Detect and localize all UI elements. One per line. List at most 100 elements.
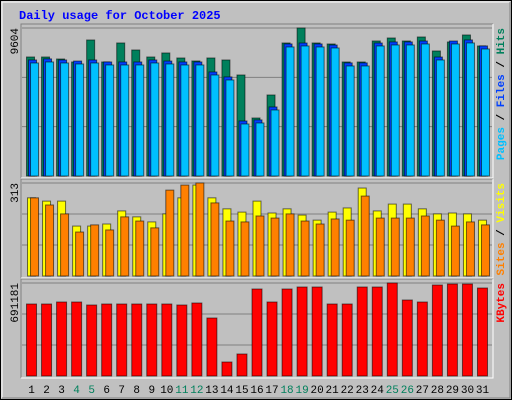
bar — [240, 221, 250, 277]
bar — [195, 64, 205, 177]
x-tick-label: 8 — [133, 385, 140, 397]
bar — [236, 353, 248, 377]
bar — [450, 225, 460, 277]
legend-entry: Hits — [496, 28, 508, 54]
plot-bevel — [20, 23, 493, 178]
bar — [45, 204, 55, 277]
bar — [161, 303, 173, 377]
bar — [225, 79, 235, 177]
x-tick-label: 29 — [446, 385, 459, 397]
bar — [146, 303, 158, 377]
bar — [371, 286, 383, 377]
bar — [311, 286, 323, 377]
plot-bevel — [20, 178, 493, 278]
bar — [300, 220, 310, 277]
x-tick-label: 13 — [205, 385, 218, 397]
legend: KBytes — [496, 283, 508, 323]
bar — [416, 301, 428, 377]
x-tick-label: 15 — [235, 385, 248, 397]
x-tick-label: 22 — [341, 385, 354, 397]
bar — [221, 361, 233, 377]
bar — [165, 63, 175, 177]
bar — [356, 286, 368, 377]
bar — [150, 227, 160, 277]
legend-entry: Visits — [496, 183, 508, 223]
x-tick-label: 25 — [386, 385, 399, 397]
x-tick-label: 9 — [148, 385, 155, 397]
bar — [225, 220, 235, 277]
x-tick-label: 31 — [476, 385, 490, 397]
bar — [450, 43, 460, 177]
bar — [116, 303, 128, 377]
plot-bevel — [21, 279, 494, 379]
x-tick-label: 17 — [265, 385, 278, 397]
bar — [56, 301, 68, 377]
bar — [150, 62, 160, 177]
y-tick-label: 691181 — [10, 283, 22, 323]
bar — [101, 303, 113, 377]
bar — [405, 217, 415, 277]
legend-entry: Files — [496, 74, 508, 107]
bar — [420, 215, 430, 277]
x-tick-label: 5 — [88, 385, 95, 397]
bar — [30, 62, 40, 177]
x-tick-label: 10 — [160, 385, 173, 397]
bar — [390, 217, 400, 277]
bar — [405, 44, 415, 177]
legend-separator: / — [496, 54, 508, 74]
bar — [296, 286, 308, 377]
bar — [60, 213, 70, 277]
bar — [191, 302, 203, 377]
bar — [465, 42, 475, 177]
bar — [120, 64, 130, 177]
bar — [330, 218, 340, 277]
bar — [300, 45, 310, 177]
bar — [255, 215, 265, 277]
bar — [135, 64, 145, 177]
bar — [446, 283, 458, 377]
bar — [26, 303, 38, 377]
bar — [180, 64, 190, 177]
bar — [285, 46, 295, 177]
x-tick-label: 24 — [371, 385, 385, 397]
legend-separator: / — [496, 223, 508, 243]
x-tick-label: 30 — [461, 385, 474, 397]
y-tick-label: 9604 — [10, 28, 22, 55]
bar — [90, 224, 100, 277]
bar — [210, 202, 220, 277]
bar — [386, 282, 398, 377]
bar — [401, 299, 413, 377]
plot-bevel — [21, 24, 494, 179]
legend-entry: Pages — [496, 127, 508, 160]
x-tick-label: 28 — [431, 385, 444, 397]
x-tick-label: 26 — [401, 385, 414, 397]
bar — [255, 122, 265, 177]
bar — [390, 44, 400, 177]
plot-bevel — [20, 278, 493, 378]
x-tick-label: 23 — [356, 385, 369, 397]
bar — [266, 301, 278, 377]
x-tick-label: 20 — [311, 385, 324, 397]
legend: Pages / Files / Hits — [496, 28, 508, 160]
bar — [251, 288, 263, 377]
bar — [330, 47, 340, 177]
x-tick-label: 11 — [175, 385, 189, 397]
bar — [420, 43, 430, 177]
bar — [105, 229, 115, 277]
bar — [75, 231, 85, 277]
bar — [461, 283, 473, 377]
bar — [75, 63, 85, 177]
x-tick-label: 2 — [43, 385, 50, 397]
bar — [360, 65, 370, 177]
bar — [480, 224, 490, 277]
bar — [341, 303, 353, 377]
bar — [360, 195, 370, 277]
bar — [120, 216, 130, 277]
bar — [375, 217, 385, 277]
bar — [165, 189, 175, 277]
legend: Sites / Visits — [496, 183, 508, 275]
x-tick-label: 12 — [190, 385, 203, 397]
